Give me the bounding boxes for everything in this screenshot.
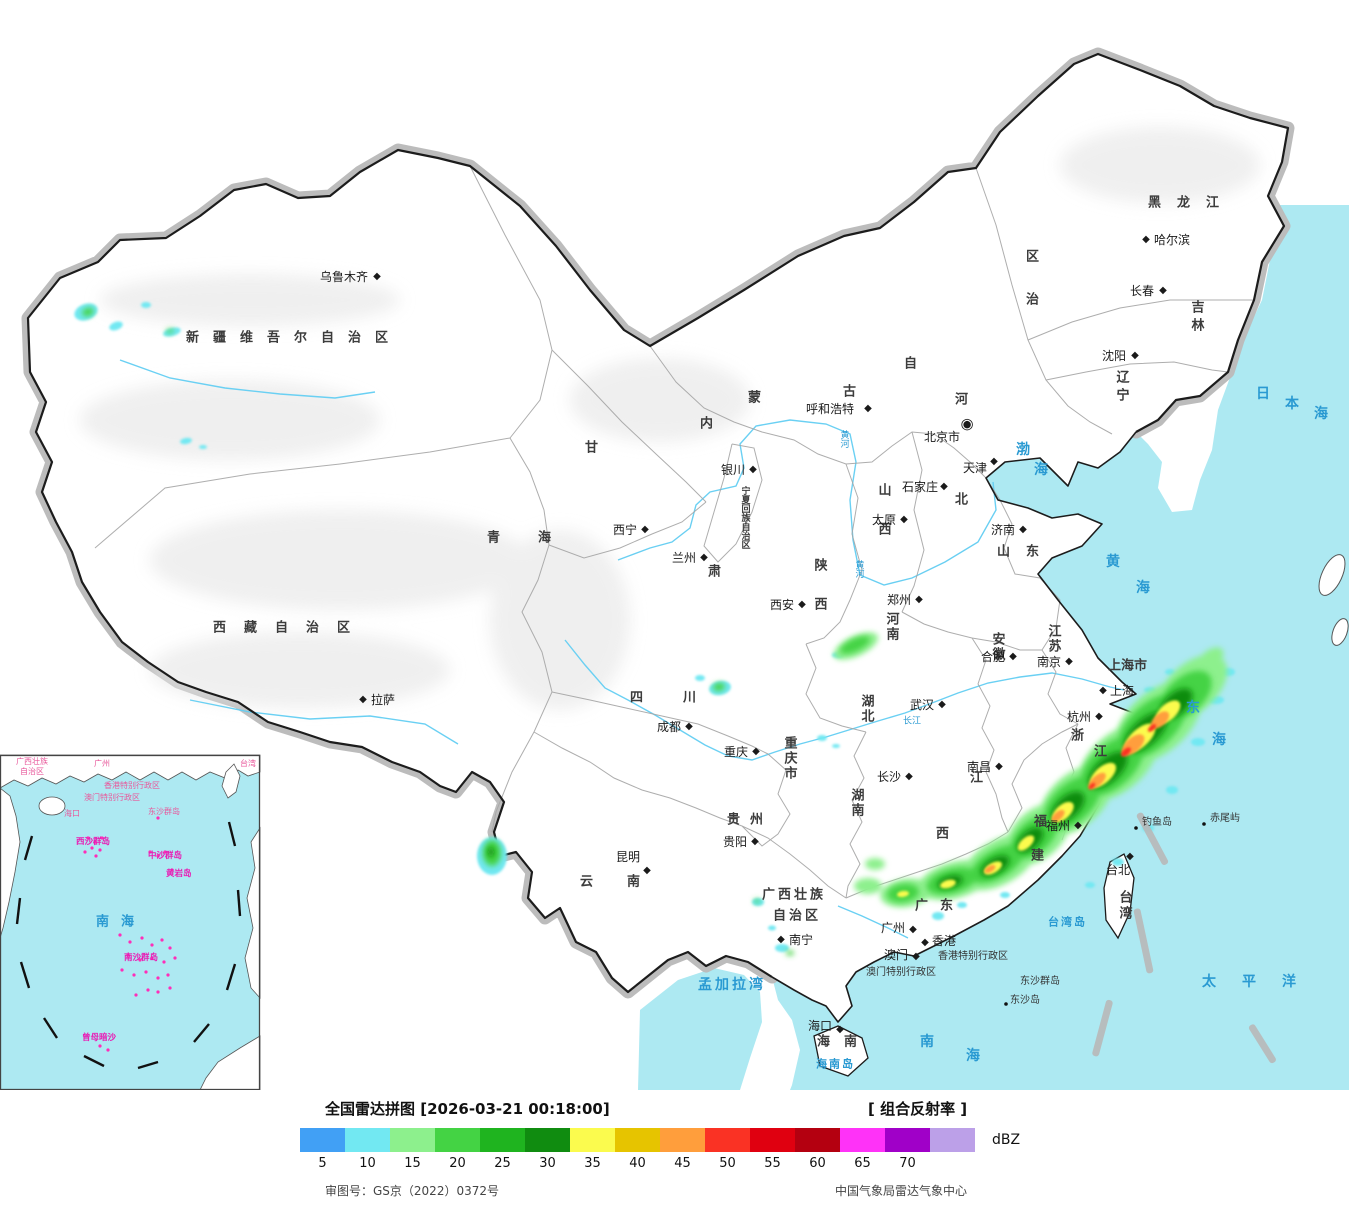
colorbar-tick: 25 <box>494 1156 511 1171</box>
colorbar-swatch-4 <box>435 1128 480 1152</box>
radar-echoes <box>74 302 1235 956</box>
colorbar-swatch-10 <box>705 1128 750 1152</box>
product-label: [ 组合反射率 ] <box>868 1100 968 1118</box>
colorbar-swatch-15 <box>930 1128 975 1152</box>
inset-frame <box>0 754 261 1090</box>
hainan-island <box>813 1025 869 1077</box>
colorbar-tick: 45 <box>674 1156 691 1171</box>
colorbar-swatch-5 <box>480 1128 525 1152</box>
colorbar-swatch-7 <box>570 1128 615 1152</box>
map-title: 全国雷达拼图 [2026-03-21 00:18:00] <box>325 1100 610 1118</box>
map-canvas <box>0 47 1349 1090</box>
inset-taiwan <box>221 763 241 799</box>
colorbar-swatch-3 <box>390 1128 435 1152</box>
inset-hainan <box>38 796 66 816</box>
colorbar-swatch-12 <box>795 1128 840 1152</box>
legend-panel: 全国雷达拼图 [2026-03-21 00:18:00] [ 组合反射率 ] d… <box>0 1090 1349 1208</box>
colorbar-tick: 55 <box>764 1156 781 1171</box>
diaoyu-dot <box>1134 826 1138 830</box>
agency-name: 中国气象局雷达气象中心 <box>835 1184 968 1198</box>
taiwan-island <box>1103 853 1135 940</box>
unit-label: dBZ <box>992 1132 1021 1148</box>
colorbar-tick: 40 <box>629 1156 646 1171</box>
japan-island-2 <box>1331 618 1349 646</box>
japan-island <box>1318 554 1346 596</box>
colorbar-swatch-8 <box>615 1128 660 1152</box>
colorbar-tick: 35 <box>584 1156 601 1171</box>
islands-geometry <box>813 554 1349 1077</box>
coastline <box>771 431 1137 1023</box>
colorbar-swatch-9 <box>660 1128 705 1152</box>
colorbar <box>300 1128 975 1152</box>
colorbar-tick: 60 <box>809 1156 826 1171</box>
china-radar-map: 黑龙江 吉林 辽宁内蒙古自治区新疆维吾尔自治区甘肃宁夏回族自治区 青海 西藏自治区 四川云… <box>0 47 1349 1090</box>
inset-mainland-coast <box>0 754 261 789</box>
terrain-relief <box>80 127 1260 710</box>
colorbar-tick: 50 <box>719 1156 736 1171</box>
colorbar-tick: 70 <box>899 1156 916 1171</box>
colorbar-tick: 65 <box>854 1156 871 1171</box>
colorbar-tick: 15 <box>404 1156 421 1171</box>
yarlung-river <box>189 699 459 745</box>
colorbar-tick: 20 <box>449 1156 466 1171</box>
south-china-sea-inset <box>0 754 261 1090</box>
ocean <box>638 205 1349 1090</box>
colorbar-swatch-11 <box>750 1128 795 1152</box>
colorbar-tick: 30 <box>539 1156 556 1171</box>
colorbar-swatch-2 <box>345 1128 390 1152</box>
maritime-boundary-marks <box>1092 812 1276 1064</box>
dongsha-dot <box>1004 1002 1008 1006</box>
colorbar-swatch-1 <box>300 1128 345 1152</box>
colorbar-swatch-14 <box>885 1128 930 1152</box>
bay-of-bengal <box>638 968 762 1090</box>
echo-red-layer <box>1088 724 1157 790</box>
colorbar-swatch-6 <box>525 1128 570 1152</box>
colorbar-swatch-13 <box>840 1128 885 1152</box>
pearl-river <box>837 905 909 939</box>
national-border <box>26 52 1290 994</box>
colorbar-tick: 10 <box>359 1156 376 1171</box>
inset-borneo <box>199 1035 261 1090</box>
inset-philippines <box>244 826 261 1000</box>
colorbar-tick: 5 <box>318 1156 327 1171</box>
tarim-river <box>119 359 376 399</box>
colorbar-ticks: 5 10 15 20 25 30 35 40 45 50 55 60 65 70 <box>300 1156 930 1171</box>
province-boundaries <box>94 165 1254 899</box>
yellow-river <box>617 419 997 586</box>
chiwei-dot <box>1202 822 1206 826</box>
inset-island-dots <box>83 816 177 1052</box>
inset-nine-dash-line <box>15 821 242 1070</box>
license-number: 审图号：GS京（2022）0372号 <box>325 1184 499 1198</box>
